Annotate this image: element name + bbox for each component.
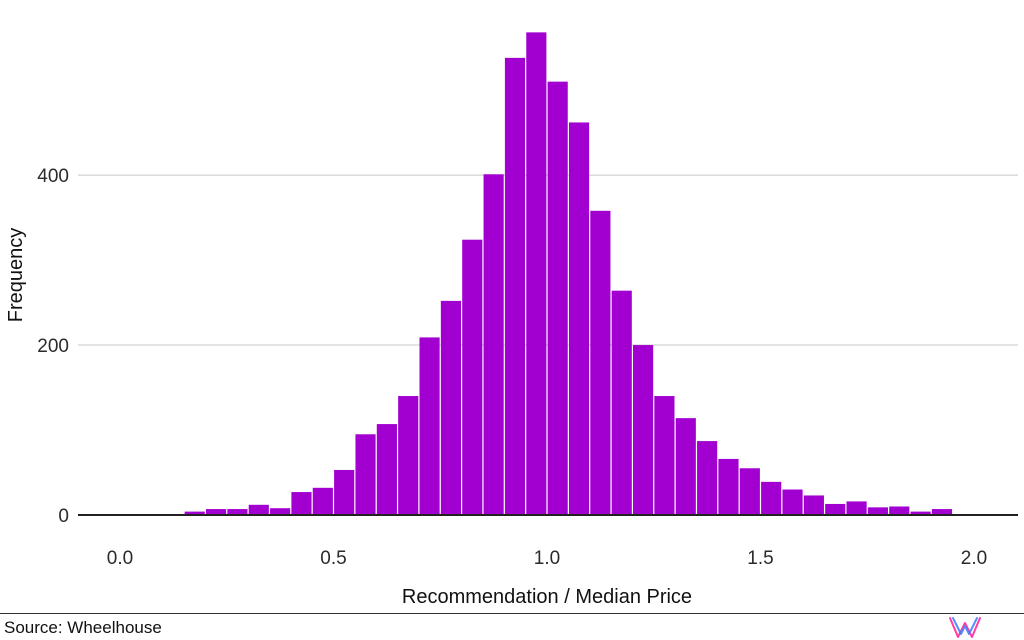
- histogram-bar: [782, 489, 803, 515]
- histogram-bar: [184, 511, 205, 515]
- histogram-bar: [867, 507, 888, 515]
- histogram-bar: [526, 32, 547, 516]
- histogram-bar: [547, 81, 568, 515]
- histogram-bar: [227, 509, 248, 515]
- histogram-bars: [184, 32, 953, 516]
- histogram-bar: [376, 424, 397, 515]
- histogram-bar: [654, 396, 675, 515]
- histogram-bar: [697, 441, 718, 515]
- histogram-bar: [803, 495, 824, 515]
- x-tick-label: 0.0: [107, 548, 133, 569]
- histogram-bar: [419, 337, 440, 515]
- y-tick-label: 200: [37, 336, 69, 357]
- histogram-bar: [440, 300, 461, 515]
- histogram-bar: [590, 210, 611, 515]
- histogram-bar: [718, 458, 739, 515]
- histogram-bar: [483, 174, 504, 515]
- histogram-chart: 0 200 400 0.0 0.5 1.0 1.5 2.0 Recommendation /…: [5, 32, 1018, 608]
- x-axis-title: Recommendation / Median Price: [402, 586, 692, 608]
- histogram-bar: [739, 468, 760, 515]
- histogram-bar: [931, 509, 953, 515]
- wheelhouse-logo-icon: [949, 617, 981, 638]
- y-axis-title: Frequency: [5, 228, 27, 323]
- x-tick-label: 1.0: [534, 548, 560, 569]
- histogram-bar: [312, 487, 333, 515]
- histogram-bar: [504, 57, 526, 516]
- histogram-bar: [761, 481, 782, 515]
- histogram-bar: [846, 501, 867, 515]
- x-axis-ticks: 0.0 0.5 1.0 1.5 2.0: [107, 548, 987, 569]
- histogram-bar: [611, 290, 632, 515]
- histogram-bar: [355, 434, 376, 515]
- x-tick-label: 0.5: [320, 548, 346, 569]
- histogram-bar: [889, 506, 910, 515]
- histogram-bar: [291, 492, 312, 515]
- x-tick-label: 2.0: [961, 548, 987, 569]
- footer-divider: [0, 613, 1024, 614]
- histogram-bar: [270, 508, 291, 515]
- y-tick-label: 400: [37, 166, 69, 187]
- y-tick-label: 0: [58, 506, 69, 527]
- histogram-bar: [248, 504, 269, 515]
- source-caption: Source: Wheelhouse: [4, 618, 162, 637]
- histogram-bar: [825, 503, 846, 515]
- histogram-bar: [206, 509, 227, 515]
- histogram-bar: [633, 345, 654, 515]
- histogram-bar: [334, 469, 355, 515]
- x-tick-label: 1.5: [747, 548, 773, 569]
- histogram-bar: [910, 511, 931, 515]
- histogram-bar: [462, 239, 483, 515]
- histogram-bar: [568, 122, 590, 515]
- histogram-bar: [675, 418, 696, 515]
- histogram-bar: [398, 396, 419, 515]
- y-axis-ticks: 0 200 400: [37, 166, 69, 527]
